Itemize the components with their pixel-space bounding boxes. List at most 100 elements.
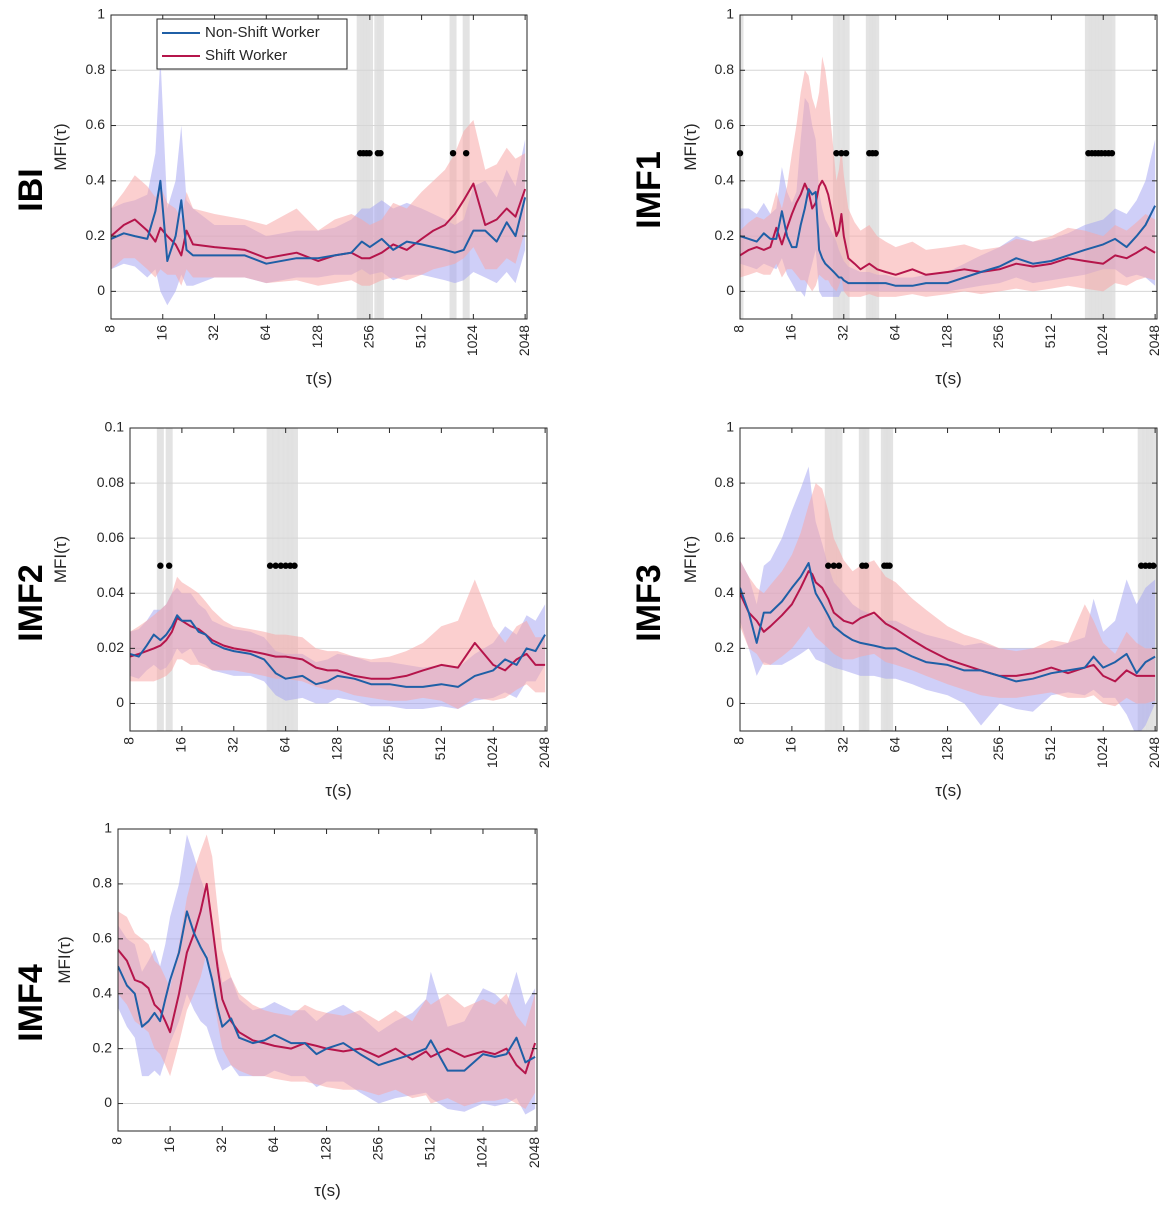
y-tick-label: 0.1 — [105, 419, 125, 435]
significance-marker — [886, 562, 893, 569]
panel-imf2: 8 16 32 64 128 256 512 1024 2048 0 0.02 0.04 0.06 0.0… — [12, 419, 552, 800]
panel-imf4: 8 16 32 64 128 256 512 1024 2048 0 0.2 0.4 0.6 0.8 1 τ(… — [12, 820, 542, 1200]
significance-band — [1149, 428, 1157, 731]
significance-band — [842, 15, 850, 319]
y-tick-label: 0.2 — [93, 1039, 113, 1055]
x-tick-label: 16 — [783, 325, 799, 341]
axes-box — [110, 14, 528, 320]
y-tick-label: 0.2 — [715, 639, 735, 655]
significance-band — [832, 15, 840, 319]
x-tick-label: 2048 — [1146, 325, 1162, 356]
significance-marker — [266, 562, 274, 569]
x-axis-label: τ(s) — [314, 1181, 341, 1200]
significance-marker — [282, 562, 289, 569]
x-tick-label: 256 — [380, 737, 396, 761]
x-tick-label: 2048 — [1146, 737, 1162, 768]
x-tick-label: 1024 — [464, 325, 480, 356]
x-tick-label: 8 — [121, 737, 137, 745]
y-tick-label: 0 — [104, 1094, 112, 1110]
significance-band — [872, 15, 880, 319]
y-tick-label: 0.6 — [86, 116, 106, 132]
significance-band — [272, 428, 280, 731]
x-tick-label: 256 — [990, 737, 1006, 761]
significance-band — [290, 428, 298, 731]
y-tick-label: 1 — [726, 419, 734, 435]
x-tick-label: 16 — [783, 737, 799, 753]
x-tick-label: 512 — [1042, 737, 1058, 761]
y-tick-label: 0.4 — [86, 172, 106, 188]
y-tick-label: 0.4 — [715, 584, 735, 600]
x-tick-label: 8 — [731, 325, 747, 333]
significance-marker — [462, 149, 470, 157]
panel-imf3: 8 16 32 64 128 256 512 1024 2048 0 0.2 0.4 0.6 0.8 1 τ(… — [630, 419, 1162, 800]
x-tick-label: 512 — [422, 1137, 438, 1161]
panel-label-imf2: IMF2 — [12, 564, 50, 641]
x-tick-label: 32 — [205, 325, 221, 341]
axes-box — [129, 427, 548, 732]
significance-marker — [862, 562, 870, 569]
y-tick-label: 0.6 — [93, 930, 113, 946]
non-shift-series-line — [111, 179, 527, 265]
significance-band — [156, 428, 164, 731]
x-tick-label: 64 — [886, 737, 902, 753]
significance-band — [266, 428, 274, 731]
y-tick-label: 0.08 — [97, 474, 124, 490]
axes-box — [739, 14, 1158, 320]
x-axis-label: τ(s) — [325, 781, 352, 800]
x-tick-label: 1024 — [1094, 737, 1110, 768]
y-tick-label: 0.4 — [715, 172, 735, 188]
panel-label-imf1: IMF1 — [630, 151, 668, 228]
x-axis-label: τ(s) — [935, 781, 962, 800]
significance-marker — [157, 562, 164, 569]
shift-series-line — [740, 570, 1156, 683]
significance-marker — [165, 562, 173, 569]
y-tick-label: 0 — [97, 282, 105, 298]
significance-marker — [1150, 562, 1157, 569]
significance-marker — [830, 562, 837, 569]
x-tick-label: 2048 — [536, 737, 552, 768]
y-tick-label: 0.6 — [715, 529, 735, 545]
significance-band — [376, 15, 384, 319]
y-tick-label: 0.8 — [93, 875, 113, 891]
x-tick-label: 2048 — [516, 325, 532, 356]
panel-label-ibi: IBI — [12, 168, 50, 211]
y-tick-label: 0.2 — [86, 227, 106, 243]
significance-band — [277, 428, 285, 731]
significance-band — [1146, 428, 1154, 731]
y-tick-label: 1 — [104, 820, 112, 836]
panel-label-imf4: IMF4 — [12, 964, 50, 1042]
significance-band — [282, 428, 290, 731]
axes-box — [117, 828, 538, 1132]
significance-band — [1141, 428, 1149, 731]
y-axis-label: MFI(τ) — [681, 536, 700, 583]
x-tick-label: 1024 — [1094, 325, 1110, 356]
significance-marker — [825, 562, 832, 569]
y-tick-label: 0.04 — [97, 584, 124, 600]
axes-box — [739, 427, 1158, 732]
x-tick-label: 512 — [412, 325, 428, 349]
y-tick-label: 0.8 — [715, 474, 735, 490]
x-tick-label: 1024 — [474, 1137, 490, 1168]
x-tick-label: 128 — [938, 737, 954, 761]
x-tick-label: 128 — [309, 325, 325, 349]
panel-label-imf3: IMF3 — [630, 564, 668, 641]
x-tick-label: 256 — [361, 325, 377, 349]
y-tick-label: 0 — [726, 694, 734, 710]
significance-marker — [272, 562, 279, 569]
legend: Non-Shift Worker Shift Worker — [156, 18, 348, 70]
x-tick-label: 32 — [834, 325, 850, 341]
x-tick-label: 512 — [432, 737, 448, 761]
x-tick-label: 8 — [731, 737, 747, 745]
x-tick-label: 128 — [328, 737, 344, 761]
y-tick-label: 0 — [726, 282, 734, 298]
y-tick-label: 0.6 — [715, 116, 735, 132]
significance-marker — [1108, 149, 1116, 157]
significance-marker — [449, 149, 457, 157]
y-tick-label: 0.8 — [86, 61, 106, 77]
y-tick-label: 0.2 — [715, 227, 735, 243]
significance-marker — [838, 149, 845, 157]
x-tick-label: 16 — [161, 1137, 177, 1153]
x-tick-label: 16 — [153, 325, 169, 341]
shift-series-line — [130, 617, 546, 680]
